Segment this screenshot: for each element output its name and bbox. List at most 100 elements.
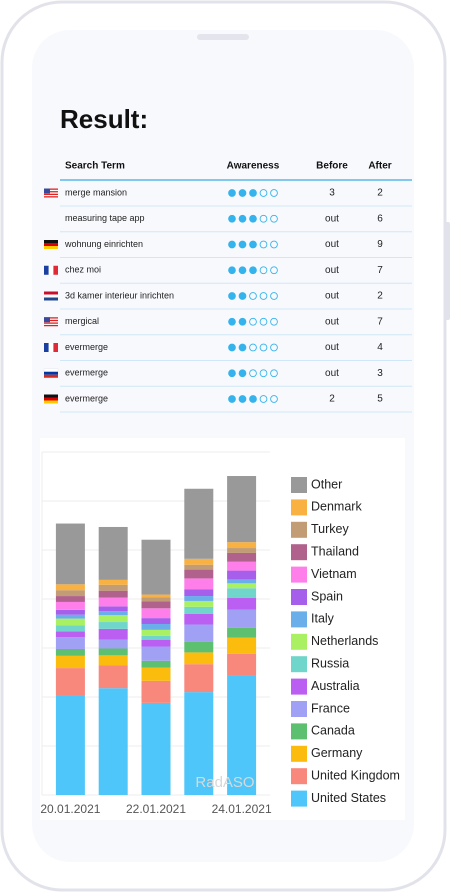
bar-segment — [227, 542, 257, 549]
awareness-dots — [228, 266, 278, 275]
bar-segment — [98, 688, 128, 795]
legend-label: Turkey — [311, 522, 349, 536]
awareness-dot — [228, 292, 236, 300]
awareness-dot — [249, 292, 257, 300]
bar-segment — [227, 548, 257, 553]
bar-segment — [55, 631, 85, 638]
awareness-dot — [238, 240, 247, 249]
flag-nl — [44, 291, 58, 301]
awareness-dot — [228, 395, 236, 403]
legend-label: Germany — [311, 746, 363, 760]
before-rank: out — [325, 342, 339, 353]
bar-segment — [141, 646, 171, 661]
x-tick-label: 22.01.2021 — [126, 802, 186, 816]
bar-segment — [227, 476, 257, 543]
bar-segment — [98, 628, 128, 640]
flags — [43, 188, 59, 404]
speaker — [197, 34, 249, 40]
bar-segment — [55, 668, 85, 696]
legend-swatch — [291, 678, 307, 695]
bar-segment — [55, 648, 85, 656]
awareness-dot — [259, 395, 268, 403]
bar-segment — [184, 613, 214, 625]
bar-segment — [141, 660, 171, 668]
bar-segment — [98, 615, 128, 623]
bar-segment — [184, 606, 214, 614]
search-term: wohnung einrichten — [64, 239, 143, 249]
legend-swatch — [291, 521, 307, 538]
legend-label: Other — [311, 477, 342, 491]
awareness-dot — [259, 240, 268, 249]
bar-segment — [55, 614, 85, 619]
legend-label: France — [311, 701, 350, 715]
awareness-dot — [259, 343, 268, 352]
x-tick-label: 20.01.2021 — [40, 802, 100, 816]
bar-segment — [55, 584, 85, 591]
bar-segment — [98, 639, 128, 649]
bar-segment — [98, 606, 128, 612]
before-rank: 3 — [329, 188, 335, 199]
legend-swatch — [291, 656, 307, 673]
bar-segment — [141, 539, 171, 595]
bar-segment — [227, 675, 257, 795]
bar-segment — [141, 594, 171, 598]
before-rank: out — [325, 368, 339, 379]
after-rank: 5 — [377, 394, 383, 405]
awareness-dot — [259, 317, 268, 326]
bar-segment — [184, 664, 214, 693]
awareness-dot — [259, 292, 268, 300]
legend-label: United Kingdom — [311, 768, 400, 782]
bar-segment — [141, 702, 171, 795]
bar-segment — [55, 655, 85, 669]
bar-segment — [184, 569, 214, 579]
bar-segment — [98, 655, 128, 666]
awareness-dot — [238, 292, 247, 300]
flag-fr — [44, 343, 58, 352]
bar-segment — [184, 558, 214, 565]
after-rank: 6 — [377, 213, 383, 224]
bar-segment — [227, 609, 257, 628]
bar-segment — [184, 600, 214, 607]
awareness-dot — [270, 395, 278, 403]
legend-swatch — [291, 499, 307, 516]
before-rank: out — [325, 213, 339, 224]
awareness-dot — [228, 369, 236, 378]
bar-segment — [141, 635, 171, 640]
before-rank: out — [325, 316, 339, 327]
x-tick-label: 24.01.2021 — [212, 802, 272, 816]
bar-segment — [227, 583, 257, 589]
bar-segment — [227, 570, 257, 580]
bar-segment — [184, 596, 214, 601]
after-rank: 4 — [377, 342, 383, 353]
awareness-dot — [270, 317, 278, 326]
bar-segment — [98, 611, 128, 616]
bar-segment — [98, 526, 128, 580]
awareness-dot — [270, 292, 278, 300]
awareness-dot — [249, 317, 257, 326]
flag-fr — [44, 265, 58, 275]
awareness-dots — [228, 240, 278, 249]
legend-swatch — [291, 633, 307, 650]
legend-swatch — [291, 477, 307, 493]
bar-segment — [227, 653, 257, 676]
awareness-dot — [259, 214, 268, 223]
awareness-dot — [259, 189, 268, 197]
legend-swatch — [291, 790, 307, 807]
legend-swatch — [291, 589, 307, 605]
awareness-dot — [270, 214, 278, 223]
flag-ru — [43, 368, 59, 378]
side-button — [445, 222, 450, 320]
bar-segment — [55, 637, 85, 649]
bar-segment — [184, 641, 214, 653]
search-term: 3d kamer interieur inrichten — [65, 290, 174, 300]
awareness-dot — [270, 266, 278, 275]
bar-segment — [55, 695, 85, 795]
awareness-dot — [270, 189, 278, 197]
result-title: Result: — [60, 104, 148, 134]
after-rank: 7 — [377, 316, 383, 327]
awareness-dot — [249, 214, 257, 223]
awareness-dot — [249, 266, 257, 275]
legend-label: Spain — [311, 589, 343, 603]
bar-segment — [141, 667, 171, 681]
